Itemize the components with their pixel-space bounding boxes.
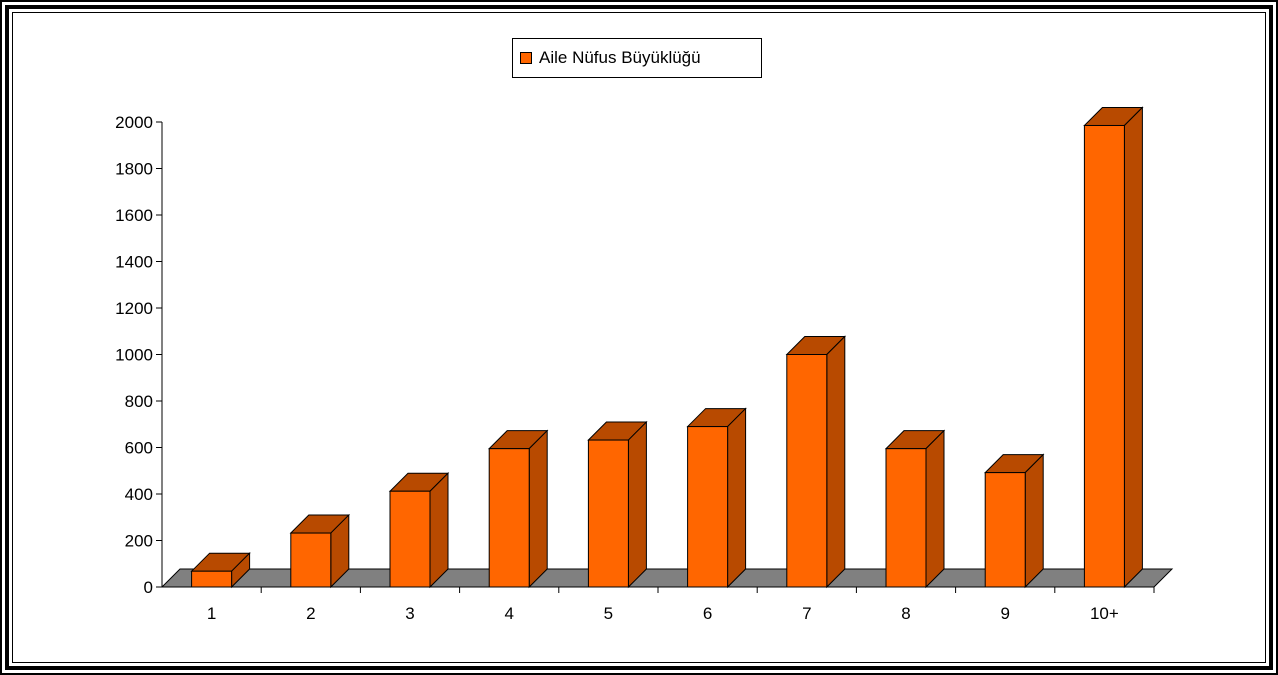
y-tick-label: 600 bbox=[125, 439, 153, 458]
inner-frame bbox=[12, 12, 1266, 663]
bar bbox=[587, 439, 629, 588]
bar-side-face bbox=[528, 429, 548, 589]
x-tick-label: 5 bbox=[604, 604, 613, 623]
y-tick-label: 1200 bbox=[115, 299, 153, 318]
bar-side-face bbox=[1123, 106, 1143, 589]
bar-side-face bbox=[1024, 453, 1044, 589]
x-tick-label: 2 bbox=[306, 604, 315, 623]
bar bbox=[786, 354, 828, 588]
y-tick-label: 1000 bbox=[115, 346, 153, 365]
y-tick-label: 1400 bbox=[115, 253, 153, 272]
bar-side-face bbox=[429, 472, 449, 589]
y-tick-label: 2000 bbox=[115, 113, 153, 132]
middle-frame bbox=[5, 5, 1273, 670]
x-tick-label: 4 bbox=[504, 604, 513, 623]
bar-side-face bbox=[727, 407, 747, 589]
y-tick-label: 0 bbox=[144, 578, 153, 597]
bar bbox=[984, 472, 1026, 588]
bar bbox=[488, 448, 530, 588]
bar bbox=[389, 490, 431, 588]
x-tick-label: 3 bbox=[405, 604, 414, 623]
y-tick-label: 200 bbox=[125, 532, 153, 551]
y-tick-label: 1800 bbox=[115, 160, 153, 179]
legend-label: Aile Nüfus Büyüklüğü bbox=[539, 48, 701, 67]
bar bbox=[1083, 124, 1125, 588]
y-tick-label: 800 bbox=[125, 392, 153, 411]
bar bbox=[290, 532, 332, 588]
x-tick-label: 7 bbox=[802, 604, 811, 623]
x-tick-label: 10+ bbox=[1090, 604, 1119, 623]
bar bbox=[885, 448, 927, 588]
bar bbox=[191, 570, 233, 588]
bar-side-face bbox=[925, 429, 945, 589]
bar-side-face bbox=[627, 420, 647, 589]
bar bbox=[687, 426, 729, 588]
legend-swatch bbox=[520, 52, 532, 64]
x-tick-label: 6 bbox=[703, 604, 712, 623]
chart-legend: Aile Nüfus Büyüklüğü bbox=[512, 38, 762, 78]
x-tick-label: 9 bbox=[1000, 604, 1009, 623]
y-tick-label: 400 bbox=[125, 485, 153, 504]
x-tick-label: 8 bbox=[901, 604, 910, 623]
bar-side-face bbox=[826, 335, 846, 589]
y-tick-label: 1600 bbox=[115, 206, 153, 225]
x-tick-label: 1 bbox=[207, 604, 216, 623]
